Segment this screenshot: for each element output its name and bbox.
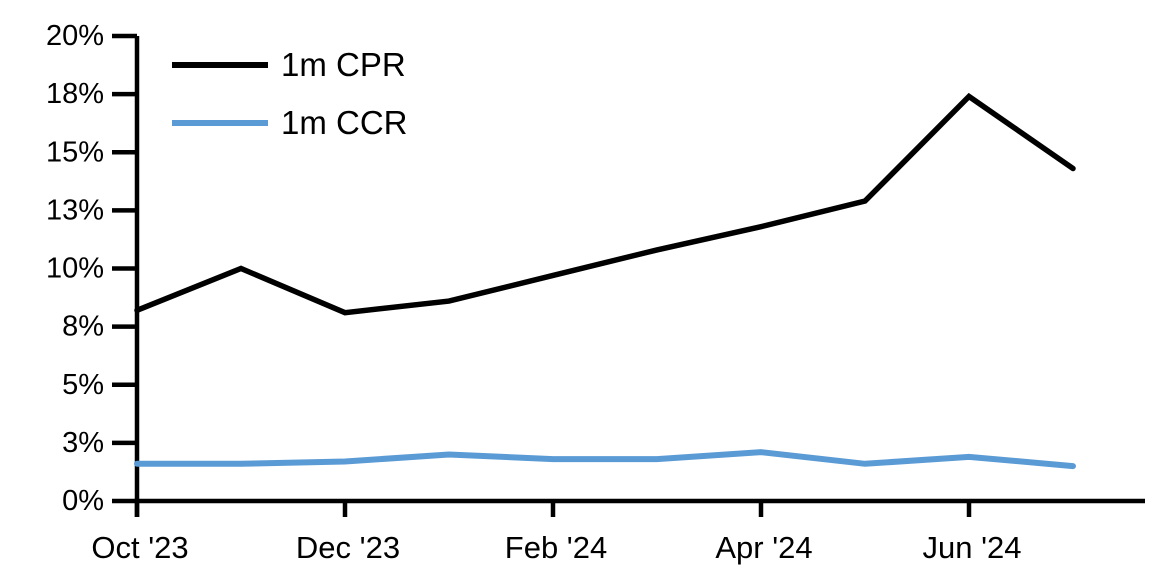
legend-item-1m-ccr: 1m CCR xyxy=(172,105,408,141)
legend-label-1m-ccr: 1m CCR xyxy=(281,104,408,141)
y-tick-label: 5% xyxy=(62,369,104,401)
y-tick-label: 13% xyxy=(46,194,104,226)
y-tick-label: 15% xyxy=(46,136,104,168)
ccr-line xyxy=(134,449,1076,470)
legend-label-1m-cpr: 1m CPR xyxy=(281,46,406,83)
x-tick-label: Dec '23 xyxy=(296,530,400,565)
cpr-line xyxy=(134,92,1076,316)
legend-item-1m-cpr: 1m CPR xyxy=(172,47,408,83)
y-tick-label: 0% xyxy=(62,485,104,517)
x-tick-label: Feb '24 xyxy=(505,530,607,565)
ccr-line-swatch-icon xyxy=(172,120,268,126)
y-tick-label: 18% xyxy=(46,78,104,110)
y-tick-label: 20% xyxy=(46,20,104,52)
legend: 1m CPR 1m CCR xyxy=(172,47,408,163)
cpr-line-swatch-icon xyxy=(172,62,268,68)
x-tick-label: Oct '23 xyxy=(91,530,188,565)
y-tick-label: 10% xyxy=(46,253,104,285)
x-tick-label: Apr '24 xyxy=(715,530,812,565)
x-tick-label: Jun '24 xyxy=(923,530,1022,565)
y-tick-label: 3% xyxy=(62,427,104,459)
y-tick-label: 8% xyxy=(62,311,104,343)
